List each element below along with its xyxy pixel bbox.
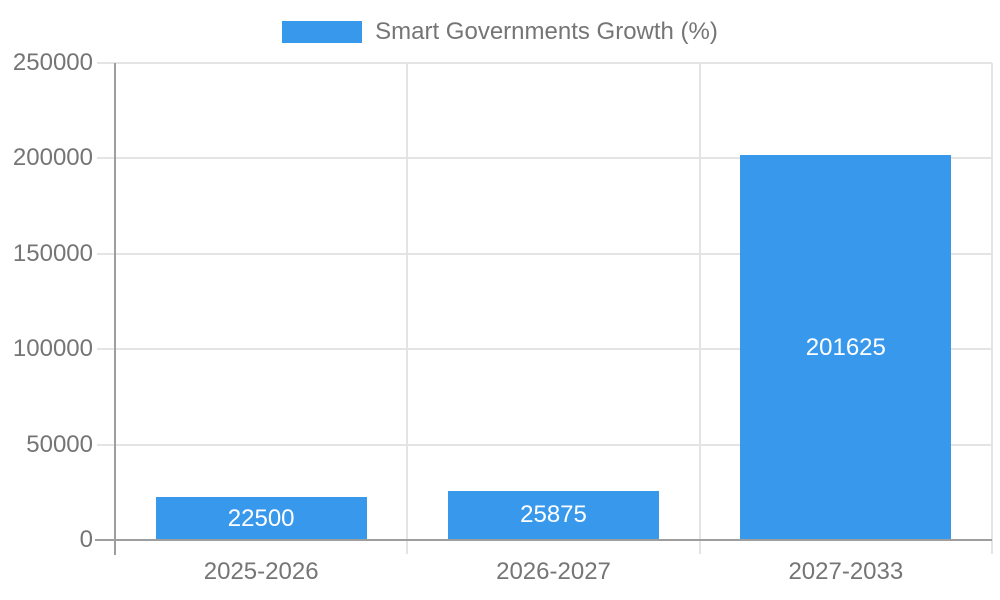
y-axis-tick-label: 50000 bbox=[26, 430, 93, 458]
y-axis-tick-label: 250000 bbox=[12, 49, 93, 76]
y-axis-tick bbox=[97, 157, 115, 160]
bar[interactable]: 201625 bbox=[740, 155, 952, 540]
x-axis-tick-label: 2026-2027 bbox=[496, 558, 611, 585]
gridline-horizontal bbox=[115, 252, 992, 255]
gridline-horizontal bbox=[115, 348, 992, 351]
x-axis-line bbox=[95, 539, 992, 541]
gridline-horizontal bbox=[115, 62, 992, 64]
gridline-vertical bbox=[698, 63, 701, 554]
legend[interactable]: Smart Governments Growth (%) bbox=[0, 15, 1000, 49]
bar-value-label: 25875 bbox=[520, 501, 587, 529]
bar-value-label: 22500 bbox=[227, 504, 295, 532]
bar-value-label: 201625 bbox=[805, 333, 886, 361]
y-axis-tick-label: 0 bbox=[79, 526, 93, 553]
y-axis-tick-label: 200000 bbox=[12, 144, 93, 172]
gridline-horizontal bbox=[115, 443, 992, 446]
y-axis-tick-label: 150000 bbox=[12, 239, 93, 267]
x-axis-tick-label: 2027-2033 bbox=[788, 558, 904, 585]
bar[interactable]: 22500 bbox=[155, 497, 367, 540]
y-axis-tick bbox=[97, 443, 115, 446]
bar[interactable]: 25875 bbox=[448, 490, 659, 540]
x-axis-tick-label: 2025-2026 bbox=[203, 558, 319, 585]
y-axis-tick bbox=[97, 348, 115, 351]
y-axis-tick-label: 100000 bbox=[12, 335, 93, 363]
gridline-vertical bbox=[991, 63, 993, 554]
y-axis-tick bbox=[97, 62, 115, 64]
y-axis-tick bbox=[97, 252, 115, 255]
gridline-vertical bbox=[406, 63, 409, 554]
y-axis-line bbox=[114, 63, 116, 555]
legend-label: Smart Governments Growth (%) bbox=[375, 18, 718, 45]
legend-swatch bbox=[282, 21, 363, 43]
gridline-horizontal bbox=[115, 157, 992, 160]
